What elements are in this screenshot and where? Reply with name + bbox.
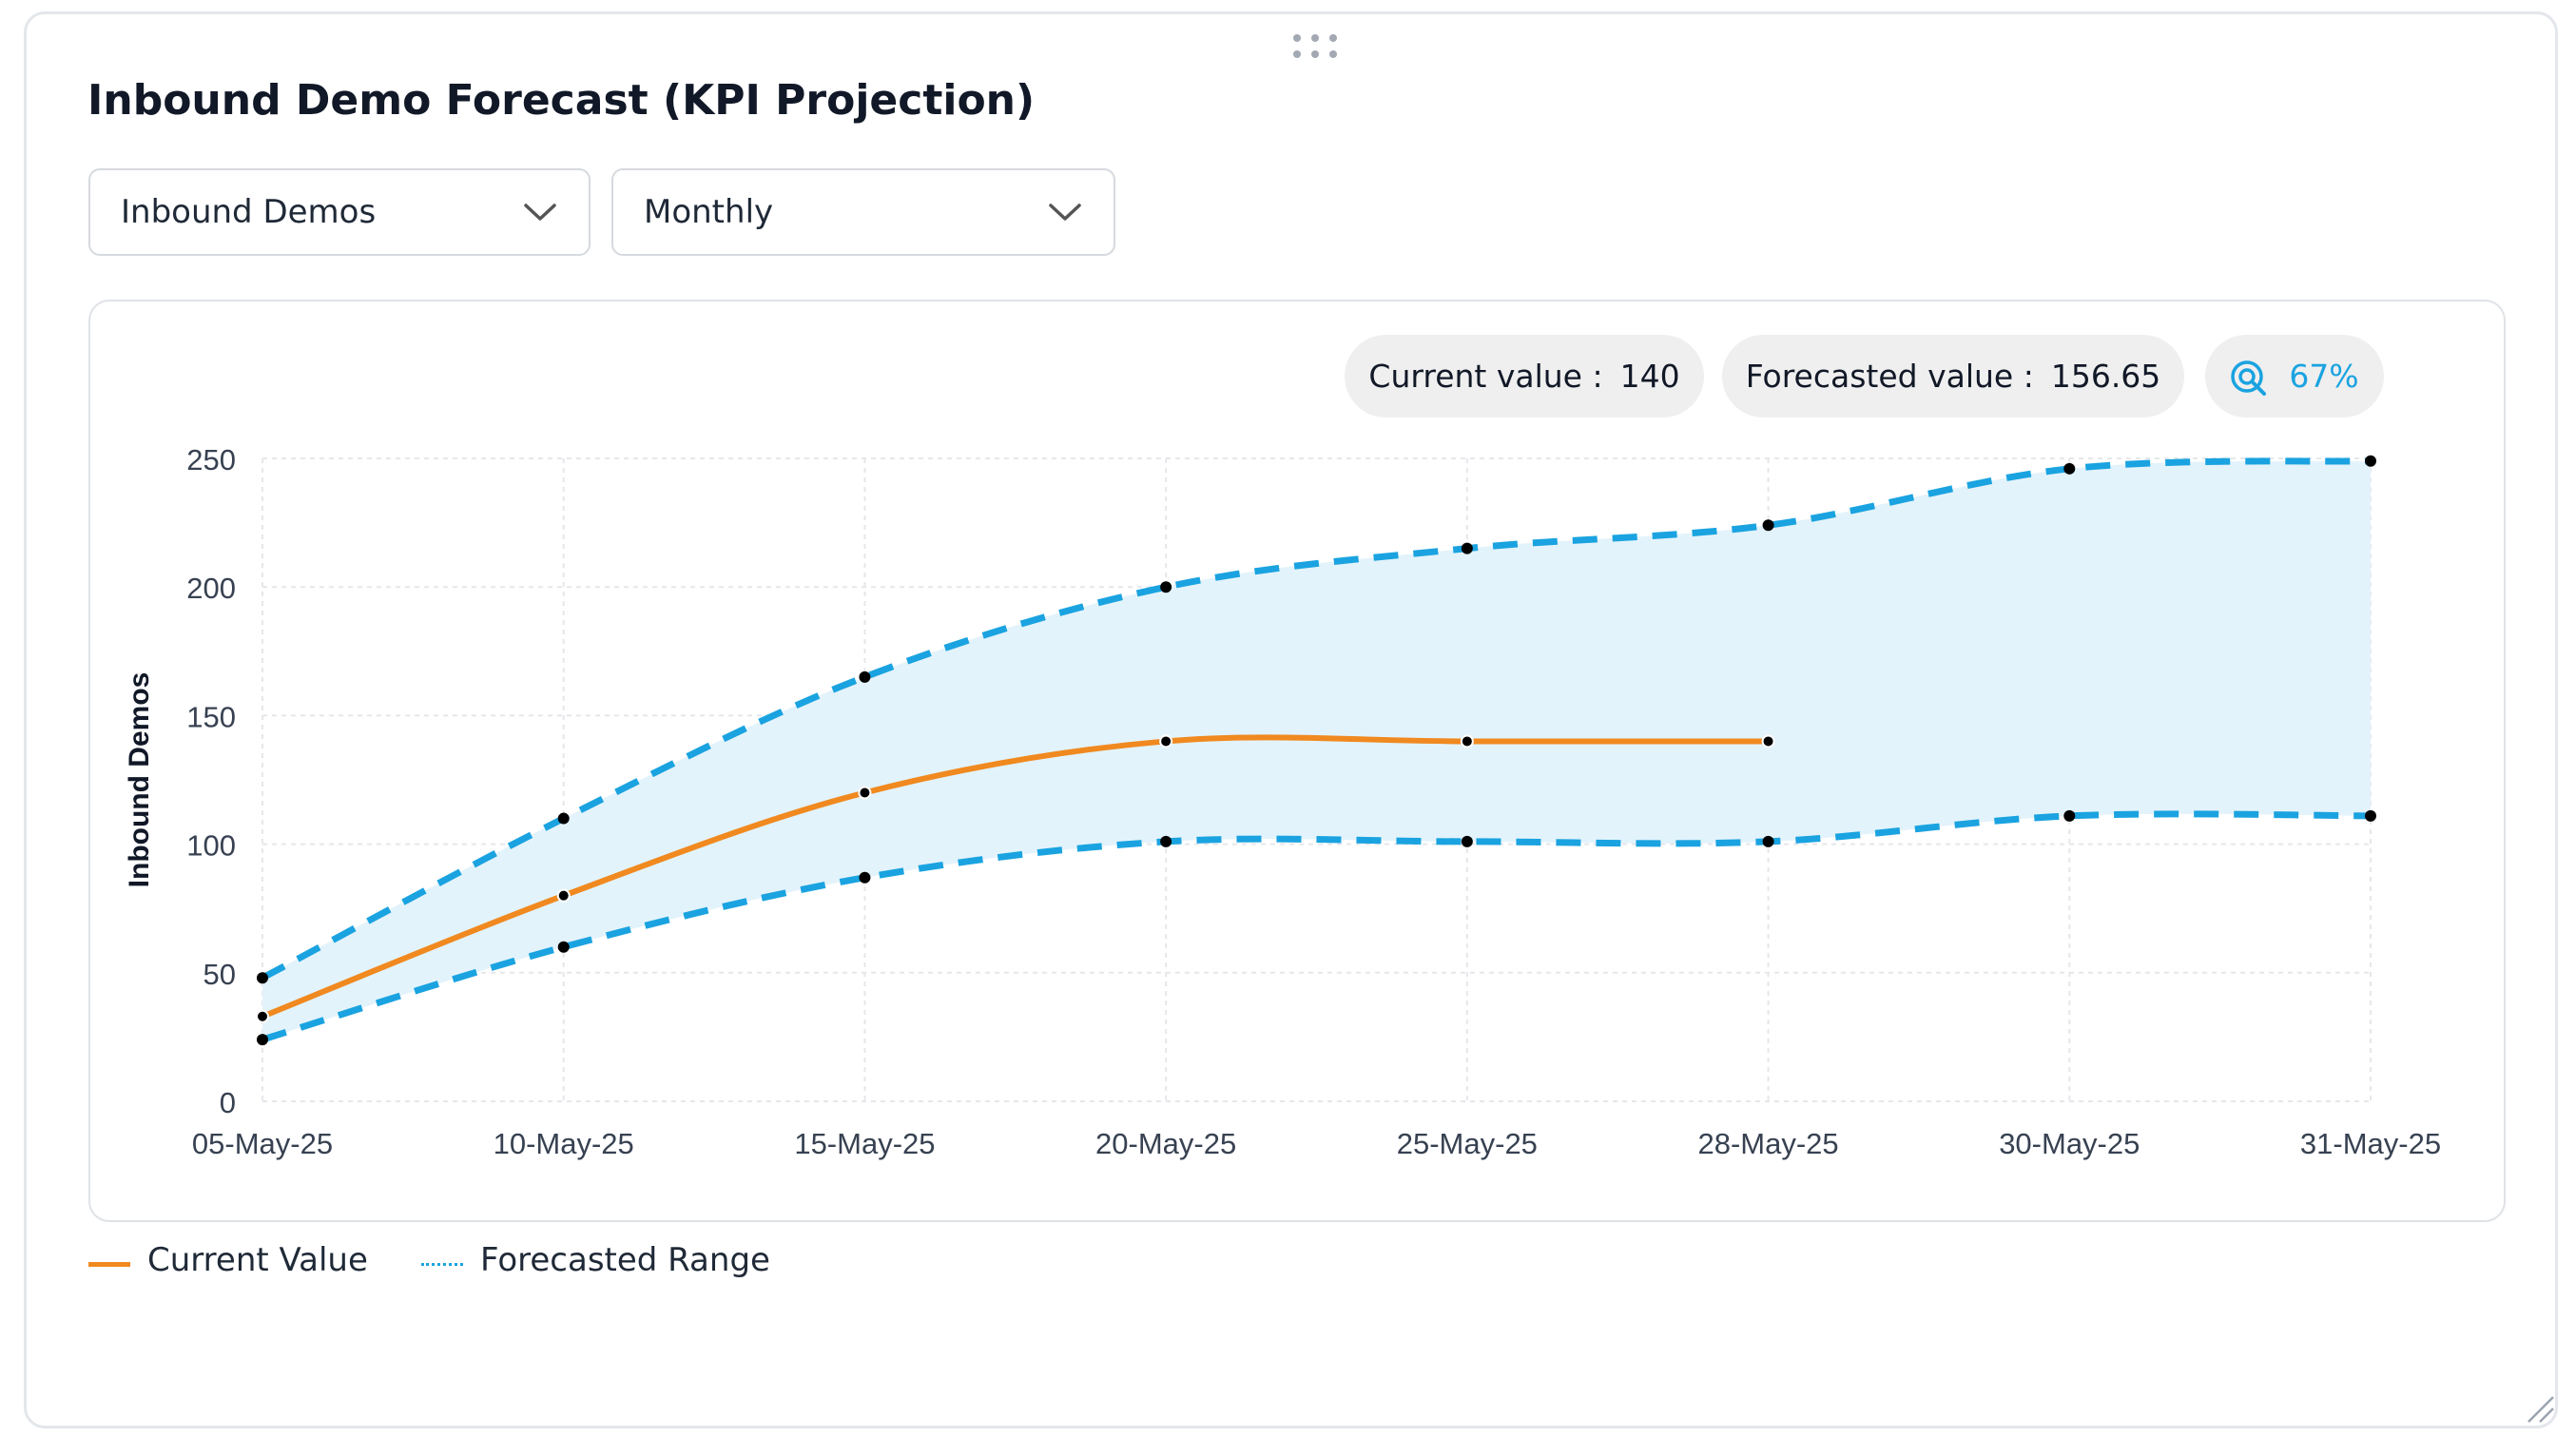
forecast-upper-point — [1762, 519, 1774, 532]
forecast-lower-point — [2365, 809, 2376, 822]
metric-dropdown[interactable]: Inbound Demos — [88, 168, 591, 256]
current-value-pill: Current value : 140 — [1345, 335, 1704, 418]
confidence-pill: 67% — [2205, 335, 2384, 418]
forecast-lower-point — [1461, 835, 1473, 847]
x-tick-label: 15-May-25 — [794, 1127, 935, 1160]
chevron-down-icon — [1049, 204, 1081, 221]
current-value-label: Current value : — [1368, 358, 1603, 395]
forecast-range-band — [262, 460, 2371, 1040]
current-value-point — [556, 888, 571, 903]
y-tick-label: 50 — [203, 958, 236, 991]
y-tick-label: 100 — [186, 829, 236, 863]
forecast-upper-line — [261, 457, 2372, 981]
forecast-upper-point — [2063, 462, 2076, 475]
x-tick-label: 25-May-25 — [1397, 1127, 1538, 1160]
current-value-point — [1460, 734, 1474, 748]
legend-label-current: Current Value — [147, 1241, 368, 1279]
legend-current-value[interactable]: Current Value — [88, 1241, 368, 1279]
x-tick-label: 28-May-25 — [1697, 1127, 1838, 1160]
current-value-point — [256, 1009, 269, 1023]
forecast-lower-point — [557, 941, 570, 953]
forecast-upper-point — [1160, 581, 1172, 593]
forecasted-value-pill: Forecasted value : 156.65 — [1722, 335, 2184, 418]
y-axis-title: Inbound Demos — [124, 672, 155, 888]
forecast-lower-line — [261, 810, 2372, 1043]
forecast-upper-point — [2365, 455, 2376, 467]
period-dropdown[interactable]: Monthly — [611, 168, 1115, 256]
legend-swatch-current — [88, 1261, 130, 1267]
chevron-down-icon — [524, 204, 556, 221]
y-tick-label: 250 — [186, 443, 236, 476]
legend-label-forecast: Forecasted Range — [480, 1241, 770, 1279]
legend-swatch-forecast — [421, 1262, 463, 1266]
x-tick-label: 10-May-25 — [494, 1127, 634, 1160]
forecast-lower-point — [1160, 835, 1172, 847]
period-dropdown-value: Monthly — [644, 193, 774, 231]
current-value-line — [260, 734, 1772, 1020]
target-icon — [2231, 360, 2267, 396]
forecast-upper-point — [859, 670, 871, 683]
forecasted-value-label: Forecasted value : — [1745, 358, 2034, 395]
current-value-number: 140 — [1619, 358, 1680, 395]
forecast-lower-point — [1762, 835, 1774, 847]
widget-title: Inbound Demo Forecast (KPI Projection) — [87, 76, 1036, 125]
forecast-lower-point — [257, 1034, 268, 1046]
forecast-upper-point — [257, 972, 268, 984]
y-tick-label: 150 — [186, 700, 236, 733]
forecast-lower-point — [2063, 809, 2076, 822]
metric-dropdown-value: Inbound Demos — [121, 193, 377, 231]
x-tick-label: 20-May-25 — [1095, 1127, 1236, 1160]
forecast-lower-point — [859, 871, 871, 884]
y-tick-label: 0 — [220, 1086, 236, 1119]
x-tick-label: 31-May-25 — [2300, 1127, 2441, 1160]
y-tick-label: 200 — [186, 572, 236, 605]
x-tick-label: 30-May-25 — [1999, 1127, 2140, 1160]
forecast-upper-point — [557, 812, 570, 825]
x-tick-label: 05-May-25 — [192, 1127, 333, 1160]
current-value-point — [1761, 734, 1775, 748]
resize-grip-icon[interactable] — [2525, 1393, 2555, 1424]
forecasted-value-number: 156.65 — [2050, 358, 2161, 395]
drag-handle-icon[interactable] — [1293, 34, 1337, 59]
legend-forecasted-range[interactable]: Forecasted Range — [421, 1241, 770, 1279]
forecast-upper-point — [1461, 542, 1473, 554]
confidence-percent: 67% — [2289, 358, 2359, 395]
current-value-point — [858, 786, 872, 800]
current-value-point — [1159, 734, 1173, 748]
